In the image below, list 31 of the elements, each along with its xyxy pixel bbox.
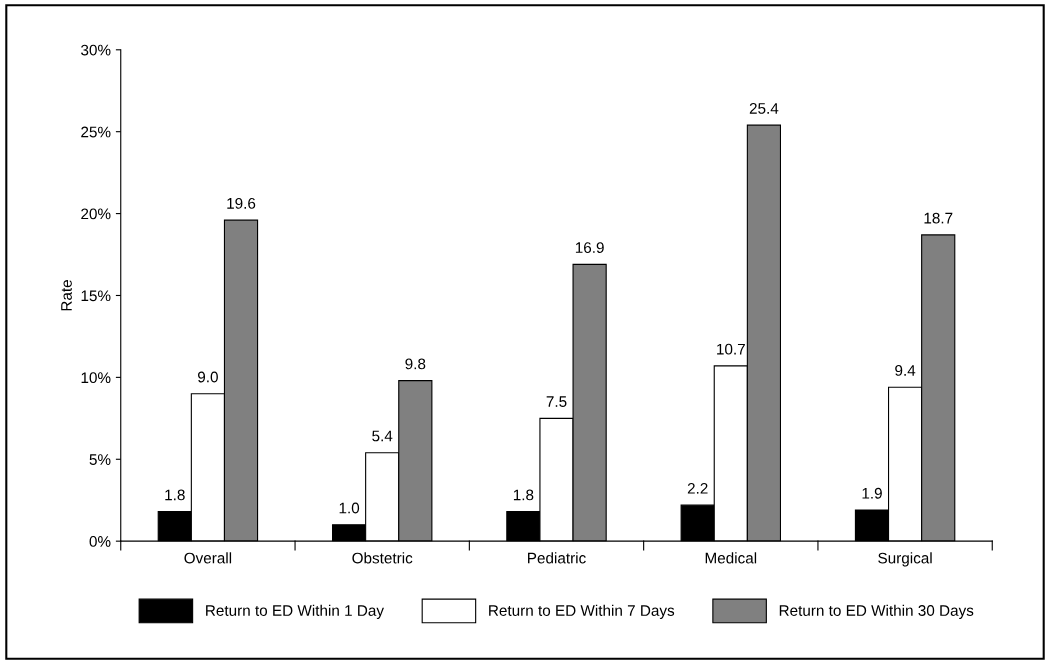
data-label: 7.5 (546, 396, 567, 407)
data-label: 2.2 (687, 482, 708, 494)
data-label: 9.4 (895, 365, 916, 376)
legend-label: Return to ED Within 30 Days (779, 604, 974, 619)
data-label: 1.9 (862, 487, 882, 499)
y-tick-label: 0% (89, 536, 111, 547)
x-tick-label: Obstetric (352, 552, 413, 564)
y-tick-label: 10% (81, 372, 111, 384)
y-tick-label: 5% (89, 454, 111, 465)
data-label: 19.6 (227, 197, 256, 209)
data-label: 9.8 (405, 358, 426, 370)
y-tick-label: 20% (81, 208, 111, 220)
data-label: 1.8 (513, 489, 534, 501)
legend-label: Return to ED Within 1 Day (206, 604, 384, 619)
x-tick-label: Medical (705, 552, 757, 564)
y-tick-label: 30% (81, 44, 111, 56)
y-tick-label: 25% (81, 126, 111, 138)
data-label: 25.4 (749, 102, 779, 114)
y-axis-title: Rate (61, 280, 72, 311)
x-tick-label: Overall (184, 552, 232, 564)
data-label: 16.9 (575, 242, 604, 254)
data-label: 9.0 (198, 371, 218, 383)
x-tick-label: Pediatric (528, 552, 586, 564)
data-label: 1.8 (165, 489, 185, 501)
data-label: 5.4 (372, 430, 393, 442)
x-tick-label: Surgical (878, 552, 932, 567)
data-label: 1.0 (339, 502, 360, 514)
data-label: 18.7 (924, 212, 953, 224)
data-label: 10.7 (717, 343, 745, 355)
legend-label: Return to ED Within 7 Days (489, 604, 675, 619)
y-tick-label: 15% (81, 290, 111, 302)
